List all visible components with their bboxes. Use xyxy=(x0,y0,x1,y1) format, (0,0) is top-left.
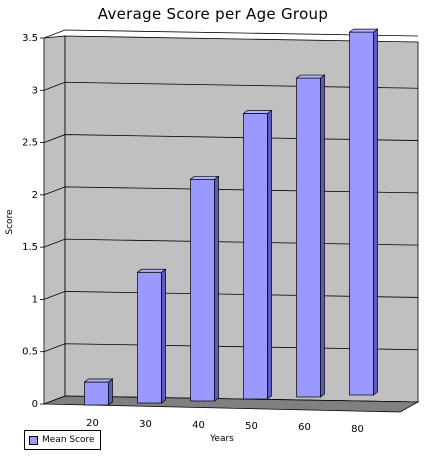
y-tick-label: 1 xyxy=(32,294,38,305)
y-tick-label: 0 xyxy=(32,399,38,410)
legend-swatch xyxy=(29,435,38,445)
legend-label: Mean Score xyxy=(42,435,95,445)
y-tick-label: 2 xyxy=(32,190,38,201)
bar-side xyxy=(108,378,113,406)
bar-side xyxy=(214,175,219,402)
side-wall xyxy=(43,35,66,405)
y-tick-label: 3 xyxy=(32,85,38,96)
x-tick-label: 50 xyxy=(245,421,258,432)
bar-side xyxy=(267,109,272,400)
bar-top xyxy=(295,74,326,79)
y-axis-label: Score xyxy=(5,209,15,235)
bar-side xyxy=(320,74,325,398)
y-tick-label: 1.5 xyxy=(22,242,38,253)
x-tick-label: 30 xyxy=(139,419,152,430)
legend: Mean Score xyxy=(24,430,101,450)
bars xyxy=(83,28,379,406)
bar-side xyxy=(161,268,166,404)
bar-top xyxy=(83,378,114,383)
x-tick-label: 20 xyxy=(86,418,99,429)
x-tick-label: 40 xyxy=(192,420,205,431)
bar-top xyxy=(136,268,167,273)
y-tick-label: 2.5 xyxy=(22,138,38,149)
bar xyxy=(349,31,374,396)
bar xyxy=(296,77,321,398)
bar-top xyxy=(189,175,220,180)
x-axis-ticks: 20 30 40 50 60 80 xyxy=(86,418,364,435)
bar xyxy=(137,271,162,404)
x-tick-label: 60 xyxy=(298,422,311,433)
y-axis-ticks: 0 0.5 1 1.5 2 2.5 3 3.5 xyxy=(22,33,44,410)
y-tick-label: 0.5 xyxy=(22,347,38,358)
x-axis-label: Years xyxy=(209,434,234,444)
x-tick-label: 80 xyxy=(351,424,364,435)
y-tick-label: 3.5 xyxy=(22,33,38,44)
bar-side xyxy=(373,28,378,396)
bar-top xyxy=(348,28,379,33)
gridline xyxy=(43,29,419,39)
bar xyxy=(243,113,268,400)
bar xyxy=(84,381,109,406)
bar-top xyxy=(242,110,273,114)
bar xyxy=(190,178,215,402)
chart-title: Average Score per Age Group xyxy=(97,5,329,23)
